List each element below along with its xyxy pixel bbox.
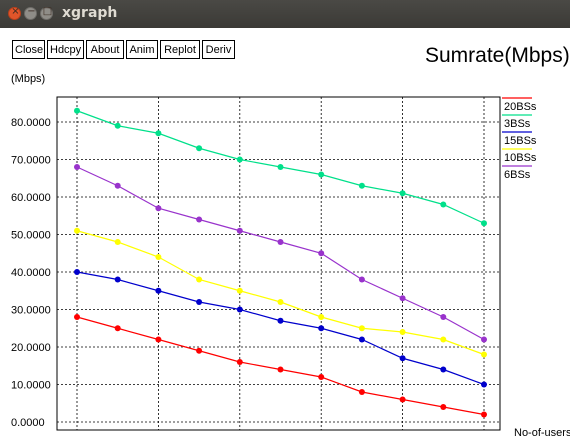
data-point <box>196 276 203 283</box>
data-point <box>74 107 80 114</box>
y-tick-label: 30.0000 <box>11 305 51 317</box>
legend-label: 20BSs <box>504 101 537 113</box>
data-point <box>74 227 80 234</box>
data-point <box>399 329 406 335</box>
data-point <box>114 239 121 245</box>
data-point <box>440 404 447 410</box>
data-point <box>399 295 406 302</box>
y-tick-label: 20.0000 <box>11 342 51 354</box>
minimize-icon: − <box>27 6 36 17</box>
data-point <box>481 351 487 358</box>
window-maximize-button[interactable]: □ <box>40 6 53 20</box>
series-3BSs <box>74 107 487 227</box>
data-point <box>114 122 121 129</box>
data-point <box>440 336 447 343</box>
anim-button[interactable]: Anim <box>126 40 158 59</box>
maximize-icon: □ <box>42 6 53 17</box>
y-axis-label: (Mbps) <box>11 73 45 85</box>
data-point <box>399 355 406 362</box>
data-point <box>114 276 121 283</box>
data-point <box>74 164 80 170</box>
data-point <box>196 216 203 223</box>
hardcopy-button[interactable]: Hdcpy <box>47 40 84 59</box>
legend-label: 15BSs <box>504 135 537 147</box>
data-point <box>74 269 80 275</box>
y-tick-label: 80.0000 <box>11 117 51 129</box>
data-point <box>399 190 406 197</box>
data-point <box>358 276 365 283</box>
series-line <box>76 230 485 356</box>
about-button[interactable]: About <box>86 40 124 59</box>
data-point <box>236 306 243 313</box>
series-line <box>76 166 485 341</box>
series-10BSs <box>74 227 487 358</box>
data-point <box>318 325 325 332</box>
data-point <box>358 336 365 343</box>
close-button[interactable]: Close <box>12 40 45 59</box>
window-title: xgraph <box>62 5 118 21</box>
data-point <box>318 171 325 178</box>
data-point <box>196 145 203 152</box>
data-point <box>481 381 487 388</box>
data-point <box>481 411 487 418</box>
y-tick-label: 70.0000 <box>11 155 51 167</box>
y-tick-label: 60.0000 <box>11 192 51 204</box>
data-point <box>236 359 243 365</box>
data-point <box>155 205 162 212</box>
chart-title: Sumrate(Mbps) <box>425 44 570 67</box>
y-tick-label: 10.0000 <box>11 380 51 392</box>
data-point <box>318 314 325 320</box>
x-axis-label: No-of-users <box>514 427 570 437</box>
series-6BSs <box>74 164 487 343</box>
data-point <box>358 389 365 395</box>
data-point <box>440 366 447 373</box>
data-point <box>74 314 80 320</box>
data-point <box>155 130 162 137</box>
data-point <box>440 201 447 208</box>
legend: 20BSs 3BSs 15BSs 10BSs 6BSs <box>502 97 537 181</box>
data-point <box>155 287 162 294</box>
data-point <box>358 182 365 189</box>
data-point <box>155 254 162 260</box>
data-point <box>277 317 284 324</box>
data-point <box>277 239 284 245</box>
data-point <box>236 156 243 163</box>
y-tick-label: 50.0000 <box>11 230 51 242</box>
series-15BSs <box>74 269 487 388</box>
data-point <box>440 314 447 320</box>
replot-button[interactable]: Replot <box>160 40 200 59</box>
series-20BSs <box>74 314 487 418</box>
legend-label: 10BSs <box>504 152 537 164</box>
window-close-button[interactable]: × <box>8 6 21 20</box>
deriv-button[interactable]: Deriv <box>202 40 235 59</box>
data-point <box>114 182 121 189</box>
close-icon: × <box>11 6 20 17</box>
data-point <box>277 164 284 170</box>
data-point <box>196 299 203 305</box>
data-point <box>277 366 284 373</box>
data-point <box>196 347 203 354</box>
data-point <box>481 336 487 343</box>
y-tick-label: 0.0000 <box>11 417 45 429</box>
plot-frame <box>56 96 501 431</box>
data-point <box>481 220 487 227</box>
data-point <box>155 336 162 343</box>
data-point <box>236 227 243 234</box>
data-point <box>318 250 325 257</box>
data-point <box>358 325 365 332</box>
data-point <box>236 287 243 294</box>
legend-label: 3BSs <box>504 118 531 130</box>
legend-label: 6BSs <box>504 169 531 181</box>
window-titlebar: × − □ xgraph <box>0 0 570 28</box>
series-line <box>76 316 485 416</box>
data-point <box>114 325 121 332</box>
data-point <box>399 396 406 403</box>
window-minimize-button[interactable]: − <box>24 6 37 20</box>
data-point <box>318 374 325 380</box>
y-tick-label: 40.0000 <box>11 267 51 279</box>
data-point <box>277 299 284 305</box>
